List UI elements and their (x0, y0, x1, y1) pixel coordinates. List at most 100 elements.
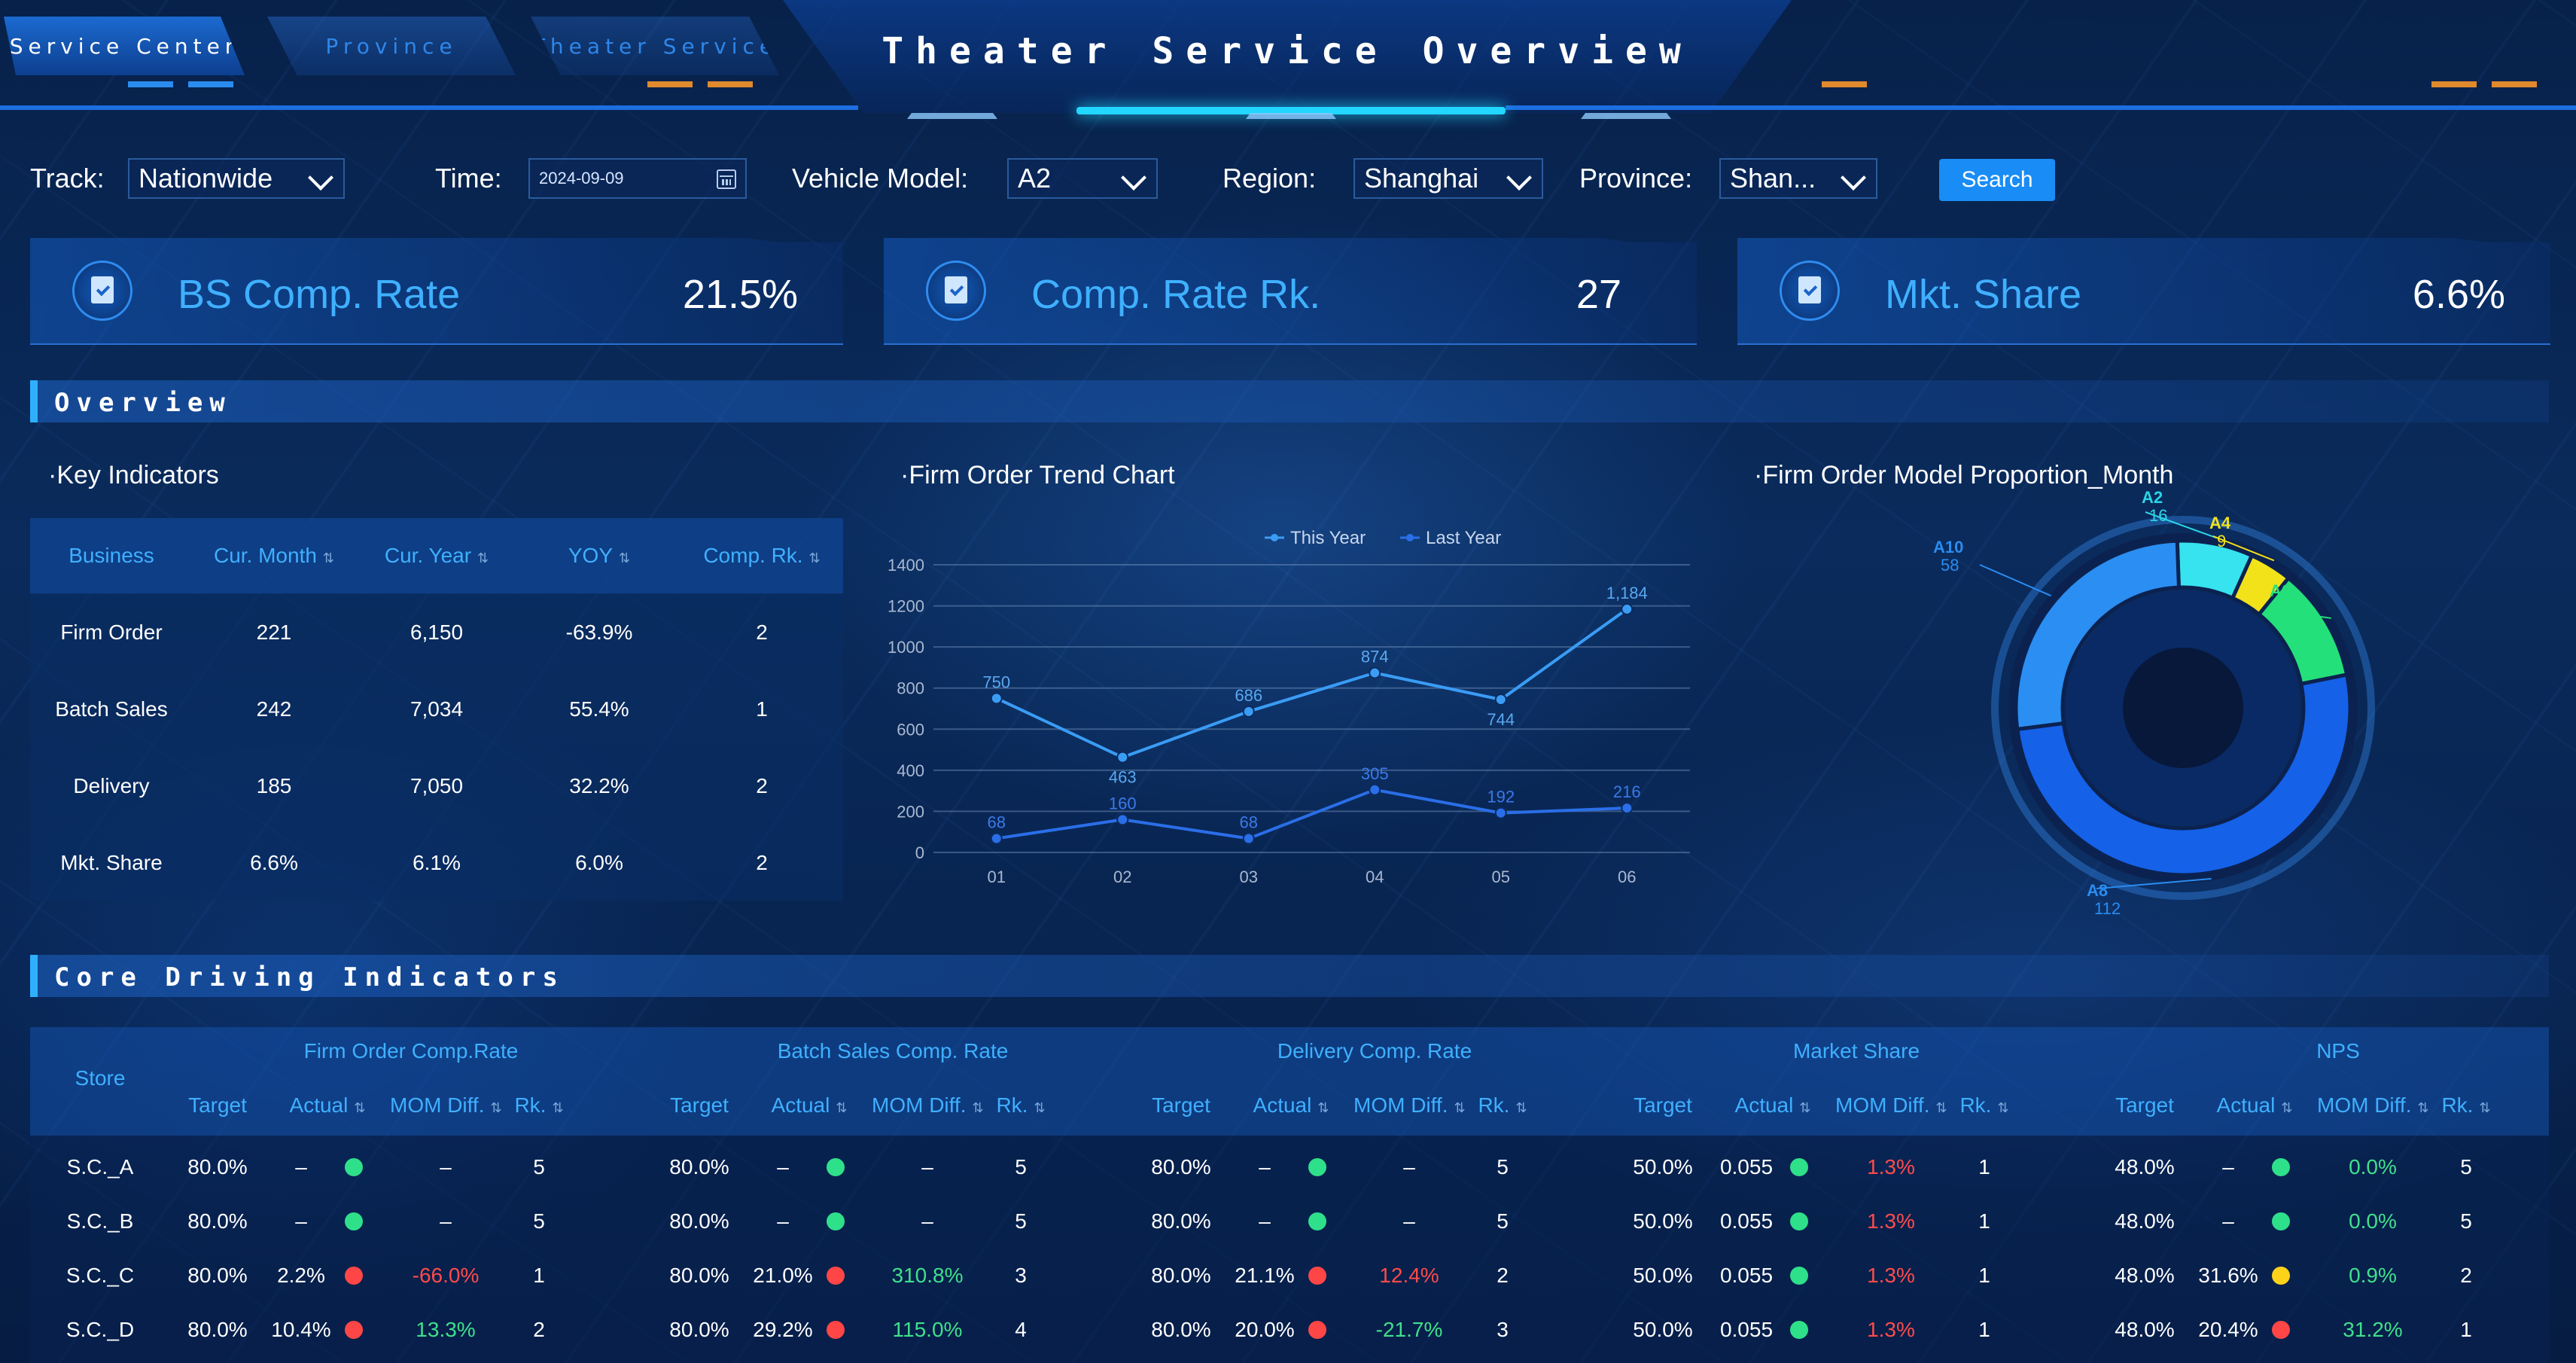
sort-icon[interactable]: ⇅ (2281, 1100, 2293, 1115)
column-header[interactable]: MOM Diff. ⇅ (872, 1093, 984, 1118)
data-point (1369, 783, 1381, 796)
column-header[interactable]: Rk. ⇅ (983, 1093, 1058, 1118)
search-button[interactable]: Search (1939, 159, 2055, 201)
sort-icon[interactable]: ⇅ (619, 550, 631, 566)
target-cell: 80.0% (187, 1209, 248, 1233)
time-label: Time: (435, 163, 502, 194)
column-header[interactable]: MOM Diff. ⇅ (1835, 1093, 1947, 1118)
status-dot (2272, 1212, 2290, 1230)
target-cell: 48.0% (2115, 1318, 2175, 1341)
legend-label: This Year (1290, 528, 1366, 548)
core-indicators-table: Store Firm Order Comp.Rate Target Actual ⇅ MO… (30, 1027, 2549, 1363)
vehicle-model-select[interactable]: A2 (1007, 158, 1158, 199)
column-header[interactable]: Rk. ⇅ (2428, 1093, 2504, 1118)
target-cell: 80.0% (1151, 1209, 1211, 1233)
sort-icon[interactable]: ⇅ (1799, 1100, 1811, 1115)
column-header[interactable]: Cur. Year ⇅ (355, 544, 518, 568)
sort-icon[interactable]: ⇅ (2479, 1100, 2491, 1115)
sort-icon[interactable]: ⇅ (2417, 1100, 2429, 1115)
header: Service Center Province Theater Service … (0, 0, 2576, 120)
chevron-down-icon (1506, 165, 1532, 191)
slice-label: A2 (2142, 488, 2163, 507)
data-point (990, 832, 1003, 845)
status-dot (827, 1158, 845, 1176)
target-cell: 48.0% (2115, 1155, 2175, 1179)
rank-cell: 5 (1497, 1209, 1509, 1233)
track-value: Nationwide (139, 163, 273, 194)
rank-cell: 5 (533, 1209, 545, 1233)
tab-province[interactable]: Province (267, 17, 516, 75)
target-cell: 48.0% (2115, 1209, 2175, 1233)
sort-icon[interactable]: ⇅ (1935, 1100, 1947, 1115)
date-input[interactable]: 2024-09-09 (528, 158, 747, 199)
column-header[interactable]: Rk. ⇅ (1947, 1093, 2022, 1118)
column-header[interactable]: MOM Diff. ⇅ (390, 1093, 502, 1118)
data-point (1116, 813, 1129, 826)
column-header[interactable]: Actual ⇅ (265, 1093, 390, 1118)
sort-icon[interactable]: ⇅ (1454, 1100, 1466, 1115)
status-dot (1308, 1212, 1326, 1230)
sort-icon[interactable]: ⇅ (354, 1100, 366, 1115)
column-header[interactable]: Comp. Rk. ⇅ (681, 544, 843, 568)
province-select[interactable]: Shan... (1719, 158, 1877, 199)
table-cell: 55.4% (569, 697, 629, 721)
sort-icon[interactable]: ⇅ (808, 550, 821, 566)
kpi-card-comp-rate-rank: Comp. Rate Rk. 27 (884, 238, 1697, 345)
sort-icon[interactable]: ⇅ (972, 1100, 984, 1115)
firm-order-trend-chart: 0 200 400 600 800 1000 1200 1400 01 02 03 04 05 06 Thi… (888, 528, 1690, 886)
sort-icon[interactable]: ⇅ (322, 550, 335, 566)
header-accent (708, 81, 753, 87)
actual-cell: – (295, 1209, 307, 1233)
calendar-icon[interactable] (717, 169, 736, 189)
region-select[interactable]: Shanghai (1353, 158, 1543, 199)
column-header: Target (652, 1093, 747, 1118)
tab-service-center[interactable]: Service Center (4, 17, 245, 75)
sort-icon[interactable]: ⇅ (1317, 1100, 1329, 1115)
donut-border (2008, 533, 2358, 883)
actual-cell: 2.2% (277, 1264, 325, 1287)
column-header[interactable]: Actual ⇅ (1229, 1093, 1353, 1118)
header-accent (1822, 81, 1867, 87)
sort-icon[interactable]: ⇅ (552, 1100, 564, 1115)
column-header[interactable]: Cur. Month ⇅ (193, 544, 355, 568)
table-cell: 6.6% (250, 851, 298, 874)
donut-chart-title: ·Firm Order Model Proportion_Month (1754, 461, 2174, 489)
actual-cell: – (2222, 1209, 2234, 1233)
sort-icon[interactable]: ⇅ (1997, 1100, 2009, 1115)
status-dot (345, 1321, 363, 1339)
track-select[interactable]: Nationwide (128, 158, 345, 199)
store-name: S.C._A (66, 1155, 134, 1179)
tab-theater-service[interactable]: Theater Service (531, 17, 779, 75)
sort-icon[interactable]: ⇅ (836, 1100, 848, 1115)
slice-value: 112 (2094, 899, 2121, 918)
status-dot (345, 1158, 363, 1176)
target-cell: 80.0% (669, 1209, 729, 1233)
column-header[interactable]: YOY ⇅ (518, 544, 681, 568)
column-header[interactable]: Rk. ⇅ (501, 1093, 577, 1118)
data-point (1621, 802, 1634, 815)
column-header-label: MOM Diff. (872, 1093, 967, 1117)
column-header[interactable]: Rk. ⇅ (1465, 1093, 1540, 1118)
sort-icon[interactable]: ⇅ (490, 1100, 502, 1115)
sort-icon[interactable]: ⇅ (1034, 1100, 1046, 1115)
label-leader-line (2212, 535, 2275, 562)
status-dot (345, 1212, 363, 1230)
sort-icon[interactable]: ⇅ (1515, 1100, 1527, 1115)
column-header[interactable]: MOM Diff. ⇅ (1353, 1093, 1466, 1118)
target-cell: 50.0% (1633, 1318, 1693, 1341)
target-cell: 48.0% (2115, 1264, 2175, 1287)
header-accent (907, 113, 997, 119)
column-header-label: Target (1152, 1093, 1210, 1117)
column-header-label: MOM Diff. (1353, 1093, 1448, 1117)
mom-diff-cell: 115.0% (892, 1318, 963, 1341)
y-tick-label: 400 (897, 761, 924, 780)
kpi-label: Comp. Rate Rk. (1031, 272, 1321, 317)
column-header[interactable]: Actual ⇅ (2192, 1093, 2317, 1118)
table-cell: 1 (756, 697, 768, 721)
legend-marker (1271, 534, 1278, 541)
column-header[interactable]: Actual ⇅ (1710, 1093, 1835, 1118)
province-label: Province: (1579, 163, 1693, 194)
sort-icon[interactable]: ⇅ (477, 550, 489, 566)
column-header[interactable]: MOM Diff. ⇅ (2317, 1093, 2429, 1118)
column-header[interactable]: Actual ⇅ (747, 1093, 872, 1118)
